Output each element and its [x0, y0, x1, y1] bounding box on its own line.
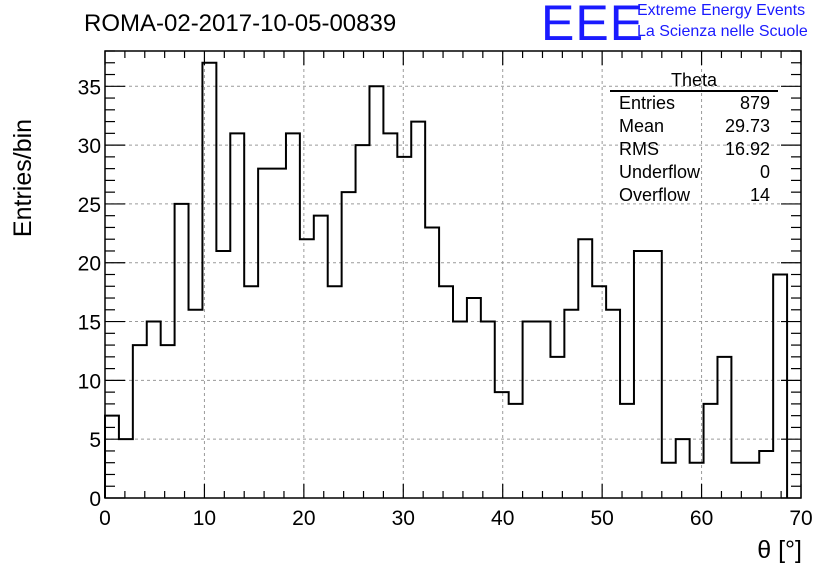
y-tick-label: 15 — [78, 312, 101, 335]
y-tick-label: 20 — [78, 253, 101, 276]
histogram-bin — [676, 439, 690, 498]
histogram-bin — [300, 239, 314, 498]
stats-key: Entries — [619, 93, 676, 113]
x-tick-label: 0 — [99, 507, 111, 530]
histogram-bin — [662, 463, 676, 498]
y-tick-label: 35 — [78, 76, 101, 99]
y-tick-label: 5 — [89, 429, 101, 452]
histogram-bin — [272, 169, 286, 498]
x-tick-label: 30 — [392, 507, 415, 530]
y-tick-label: 30 — [78, 135, 101, 158]
x-tick-label: 60 — [690, 507, 713, 530]
histogram-bin — [704, 404, 718, 498]
histogram-bin — [175, 204, 189, 498]
histogram-bin — [509, 404, 523, 498]
histogram-bin — [453, 322, 467, 498]
histogram-bin — [147, 322, 161, 498]
histogram-bin — [550, 357, 564, 498]
histogram-bin — [578, 239, 592, 498]
histogram-bin — [369, 86, 383, 498]
histogram-outline — [104, 61, 789, 498]
x-tick-label: 10 — [193, 507, 216, 530]
histogram-bin — [648, 251, 662, 498]
histogram-bin — [523, 322, 537, 498]
axis-ticks — [104, 50, 802, 499]
histogram-bin — [189, 310, 203, 498]
histogram-bin — [258, 169, 272, 498]
histogram-bin — [745, 463, 759, 498]
stats-key: Overflow — [619, 185, 691, 205]
stats-value: 879 — [739, 93, 770, 113]
histogram-bin — [564, 310, 578, 498]
stats-row-overflow: Overflow 14 — [610, 184, 778, 207]
y-tick-label: 25 — [78, 194, 101, 217]
histogram-bin — [286, 133, 300, 498]
histogram-bin — [133, 345, 147, 498]
stats-value: 16.92 — [724, 139, 770, 159]
eee-logo-line2: La Scienza nelle Scuole — [637, 23, 808, 40]
histogram-bin — [439, 286, 453, 498]
grid-lines — [105, 51, 801, 498]
stats-value: 0 — [759, 162, 770, 182]
histogram-bin — [606, 310, 620, 498]
histogram-bin — [342, 192, 356, 498]
tick-labels: 0 10 20 30 40 50 60 70 0 5 10 15 20 25 30 35 — [78, 76, 813, 530]
stats-row-underflow: Underflow 0 — [610, 161, 778, 184]
histogram-bin — [356, 145, 370, 498]
histogram-bin — [634, 251, 648, 498]
histogram-bin — [202, 63, 216, 498]
stats-value: 29.73 — [724, 116, 770, 136]
histogram-bin — [495, 392, 509, 498]
histogram-bin — [592, 286, 606, 498]
histogram-bin — [773, 275, 787, 499]
histogram-bin — [467, 298, 481, 498]
eee-logo-line1: Extreme Energy Events — [637, 2, 806, 19]
histogram-bin — [731, 463, 745, 498]
histogram-bin — [328, 286, 342, 498]
x-tick-label: 40 — [491, 507, 514, 530]
y-axis-label: Entries/bin — [9, 119, 37, 237]
histogram-bin — [759, 451, 773, 498]
stats-key: Mean — [619, 116, 665, 136]
histogram-bin — [244, 286, 258, 498]
histogram-bin — [119, 439, 133, 498]
stats-row-rms: RMS 16.92 — [610, 138, 778, 161]
x-tick-label: 20 — [292, 507, 315, 530]
stats-value: 14 — [749, 185, 770, 205]
stats-row-entries: Entries 879 — [610, 92, 778, 115]
histogram-bin — [216, 251, 230, 498]
histogram-bin — [230, 133, 244, 498]
x-axis-label: θ [°] — [757, 536, 802, 564]
stats-row-mean: Mean 29.73 — [610, 115, 778, 138]
stats-key: RMS — [619, 139, 659, 159]
eee-logo: EEE — [541, 0, 645, 51]
histogram-bin — [620, 404, 634, 498]
stats-box: Theta Entries 879 Mean 29.73 RMS 16.92 U… — [610, 70, 778, 207]
run-title: ROMA-02-2017-10-05-00839 — [84, 10, 397, 37]
histogram-bin — [161, 345, 175, 498]
histogram-bin — [397, 157, 411, 498]
stats-key: Underflow — [619, 162, 701, 182]
y-tick-label: 10 — [78, 370, 101, 393]
histogram-bin — [481, 322, 495, 498]
histogram-bin — [425, 227, 439, 498]
y-tick-label: 0 — [89, 488, 101, 511]
x-tick-label: 70 — [789, 507, 812, 530]
histogram-bin — [314, 216, 328, 498]
histogram-bin — [383, 133, 397, 498]
histogram-bin — [411, 122, 425, 498]
histogram-bin — [717, 357, 731, 498]
x-tick-label: 50 — [590, 507, 613, 530]
stats-title: Theta — [610, 70, 778, 92]
histogram-bin — [537, 322, 551, 498]
